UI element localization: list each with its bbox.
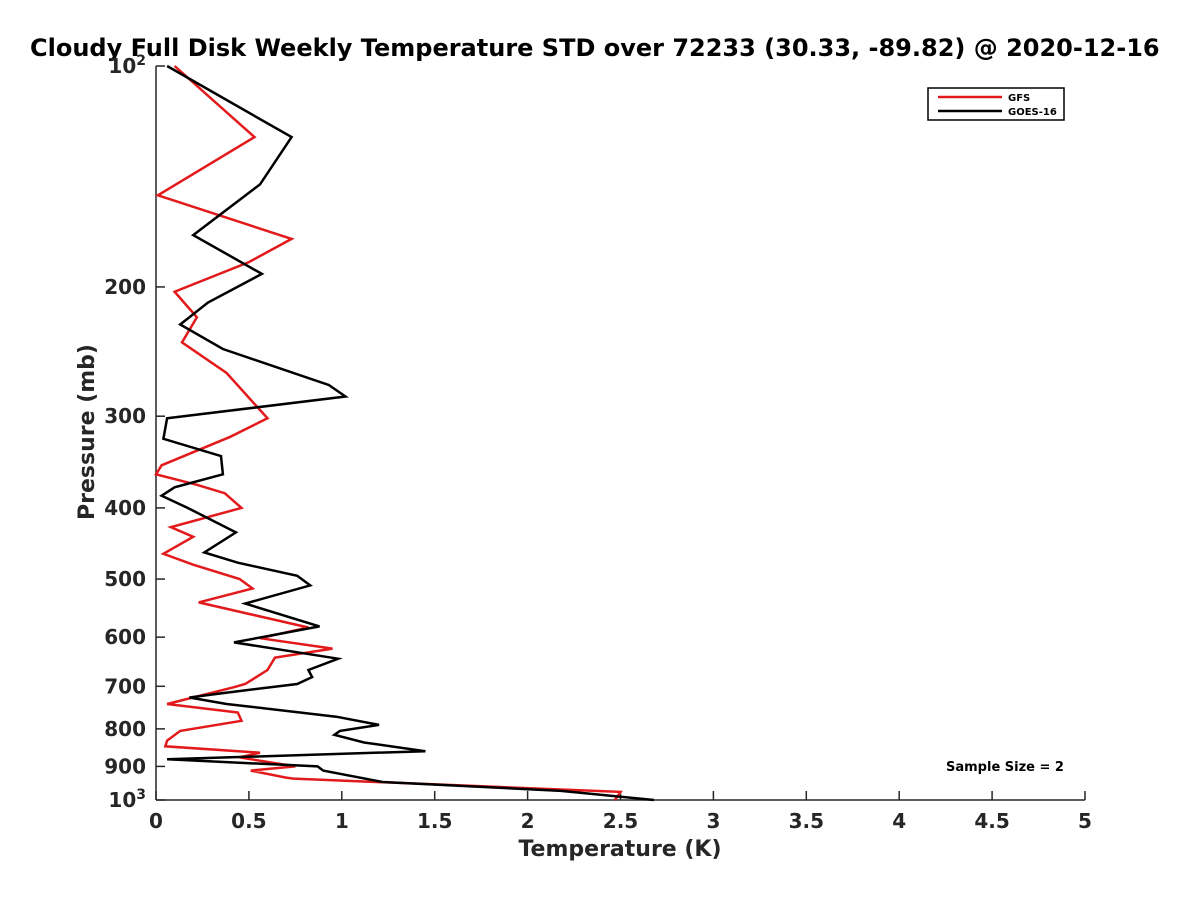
x-tick-label: 1 bbox=[335, 809, 349, 833]
y-tick-label: 500 bbox=[104, 567, 146, 591]
y-tick-label: 600 bbox=[104, 625, 146, 649]
x-tick-label: 5 bbox=[1078, 809, 1092, 833]
y-axis-label: Pressure (mb) bbox=[75, 344, 100, 520]
x-tick-label: 0 bbox=[149, 809, 163, 833]
sample-size-annotation: Sample Size = 2 bbox=[946, 760, 1064, 775]
plot-area: 0 0.5 1 1.5 2 2.5 3 3.5 4 4.5 5 102 200 300 400 500 600 7… bbox=[104, 53, 1092, 833]
x-tick-label: 4 bbox=[892, 809, 906, 833]
y-tick-label: 300 bbox=[104, 404, 146, 428]
y-tick-label: 103 bbox=[108, 787, 146, 812]
x-tick-label: 2.5 bbox=[603, 809, 638, 833]
x-tick-label: 3.5 bbox=[789, 809, 824, 833]
y-tick-label: 900 bbox=[104, 754, 146, 778]
x-tick-label: 4.5 bbox=[974, 809, 1009, 833]
x-tick-label: 3 bbox=[706, 809, 720, 833]
y-tick-label: 200 bbox=[104, 275, 146, 299]
legend-label-goes-16: GOES-16 bbox=[1008, 107, 1057, 118]
x-tick-label: 1.5 bbox=[417, 809, 452, 833]
y-tick-label: 400 bbox=[104, 496, 146, 520]
x-axis-label: Temperature (K) bbox=[518, 837, 721, 862]
y-tick-label: 102 bbox=[108, 53, 146, 78]
legend: GFS GOES-16 bbox=[928, 88, 1064, 120]
chart-title: Cloudy Full Disk Weekly Temperature STD … bbox=[30, 34, 1160, 62]
legend-label-gfs: GFS bbox=[1008, 93, 1030, 104]
x-tick-label: 2 bbox=[521, 809, 535, 833]
series-line-gfs bbox=[156, 66, 621, 800]
y-tick-label: 700 bbox=[104, 674, 146, 698]
x-tick-label: 0.5 bbox=[231, 809, 266, 833]
y-tick-label: 800 bbox=[104, 717, 146, 741]
